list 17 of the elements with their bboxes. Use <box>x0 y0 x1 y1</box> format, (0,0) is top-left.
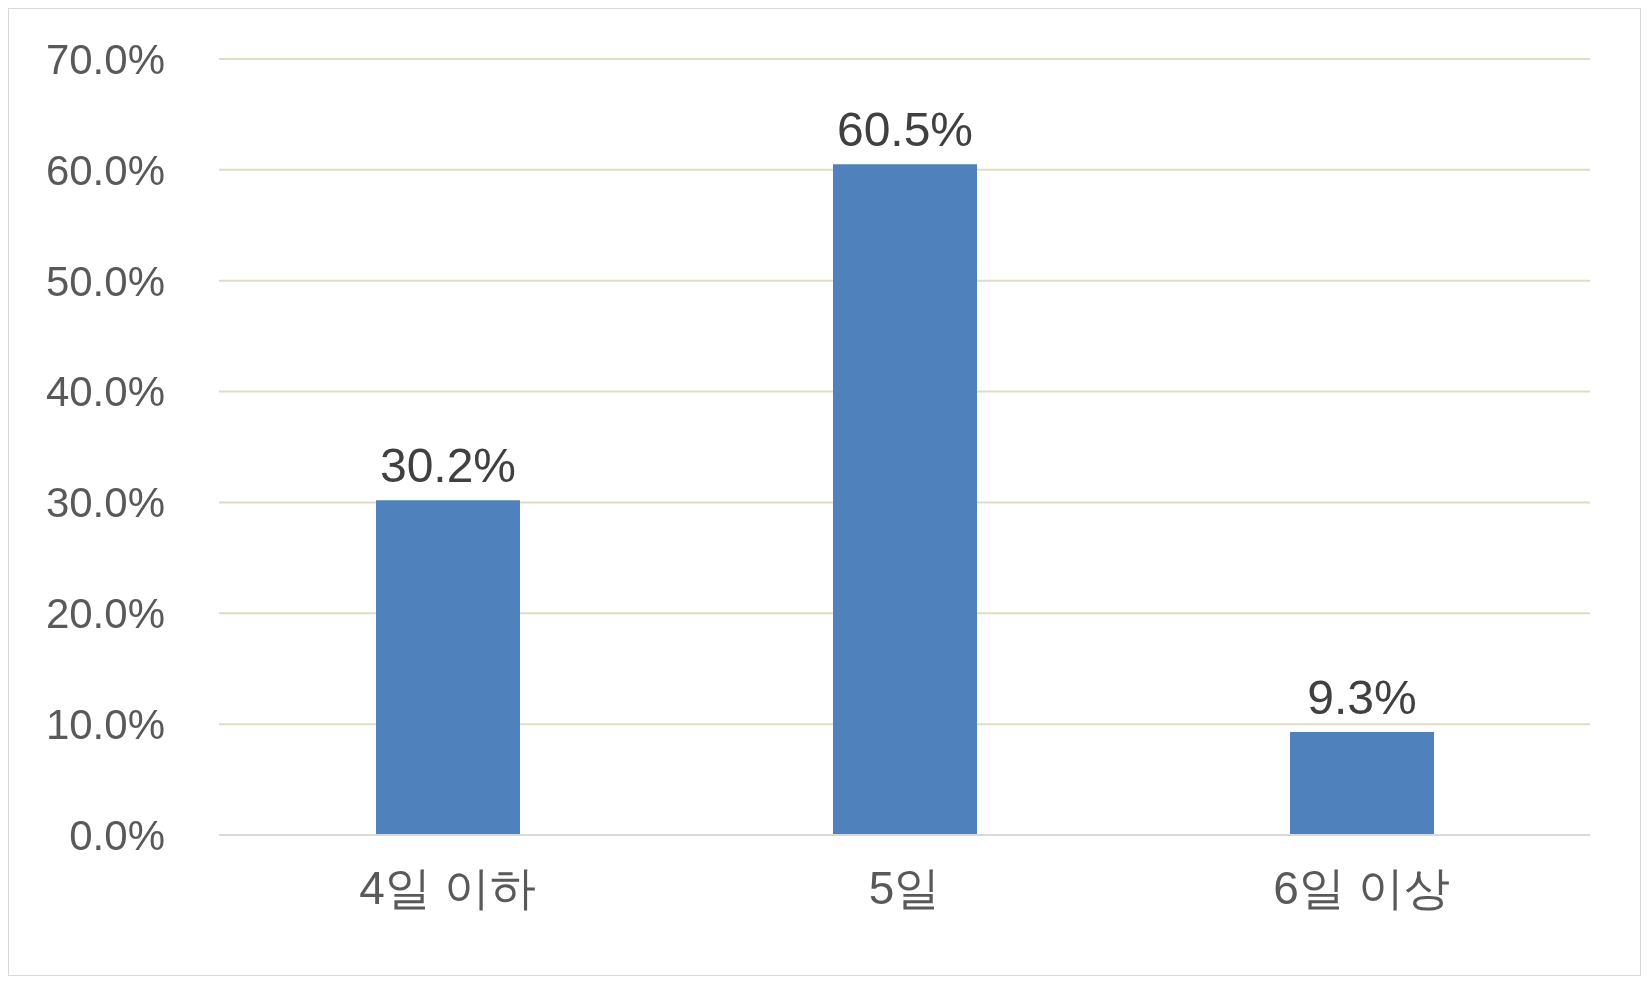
y-tick-label: 50.0% <box>45 257 165 305</box>
x-tick-label: 6일 이상 <box>1273 861 1450 914</box>
y-tick-label: 10.0% <box>45 701 165 749</box>
y-tick-label: 0.0% <box>69 811 165 859</box>
x-tick-label: 5일 <box>868 861 941 914</box>
y-tick-label: 70.0% <box>45 35 165 83</box>
y-tick-label: 20.0% <box>45 590 165 638</box>
data-label: 9.3% <box>1307 670 1417 724</box>
y-tick-label: 30.0% <box>45 479 165 527</box>
y-tick-label: 40.0% <box>45 368 165 416</box>
x-tick-label: 4일 이하 <box>359 861 536 914</box>
data-label: 30.2% <box>379 439 517 493</box>
bar <box>376 500 520 835</box>
y-tick-label: 60.0% <box>45 146 165 194</box>
bar <box>833 164 977 835</box>
data-label: 60.5% <box>836 103 974 157</box>
bar <box>1290 731 1434 835</box>
